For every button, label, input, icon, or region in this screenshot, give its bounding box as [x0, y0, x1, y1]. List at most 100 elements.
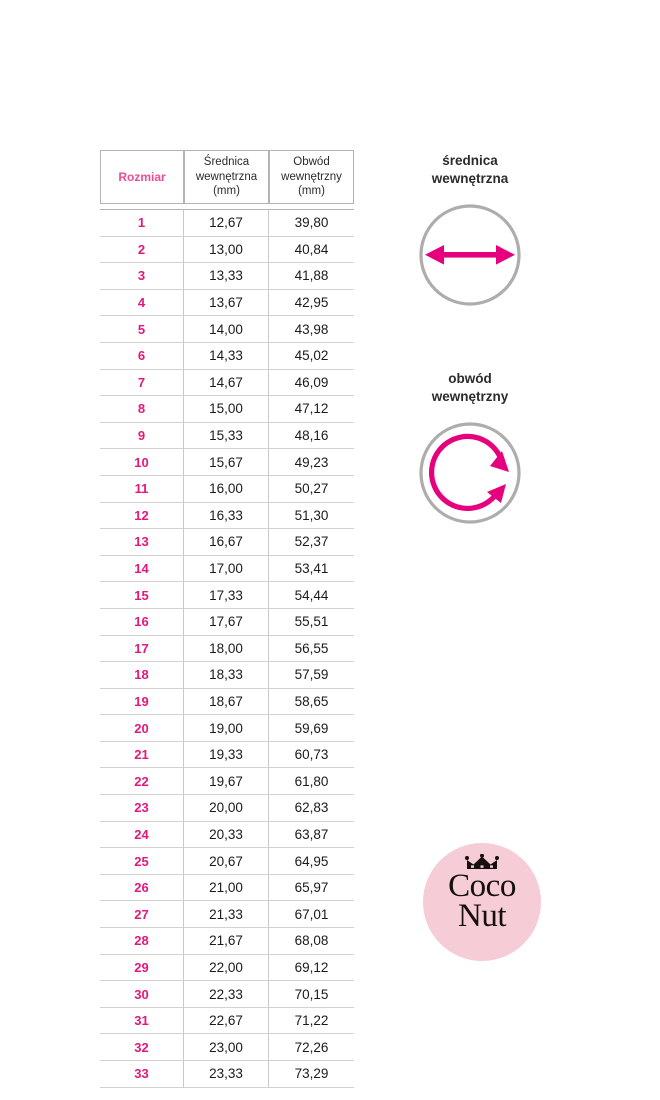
cell-inner-circumference: 51,30: [269, 502, 354, 530]
cell-size: 29: [100, 954, 184, 982]
column-header-size-label: Rozmiar: [118, 169, 166, 184]
cell-inner-diameter: 15,00: [184, 396, 269, 423]
table-row: 13 16,67 52,37: [100, 529, 354, 556]
cell-inner-diameter: 23,00: [184, 1034, 269, 1061]
table-row: 8 15,00 47,12: [100, 396, 354, 423]
cell-inner-diameter: 20,33: [184, 821, 269, 849]
cell-inner-circumference: 53,41: [269, 555, 354, 583]
column-header-inner-diameter-label: Średnica wewnętrzna: [195, 156, 258, 183]
cell-inner-circumference: 52,37: [269, 529, 354, 556]
cell-inner-circumference: 68,08: [269, 928, 354, 955]
cell-size: 6: [100, 342, 184, 370]
ring-size-table-container: Rozmiar Średnica wewnętrzna (mm) Obwód w…: [100, 150, 354, 1088]
table-row: 5 14,00 43,98: [100, 316, 354, 343]
cell-inner-circumference: 60,73: [269, 741, 354, 769]
cell-inner-diameter: 22,00: [184, 954, 269, 982]
cell-size: 20: [100, 715, 184, 742]
cell-size: 32: [100, 1034, 184, 1061]
table-header-row: Rozmiar Średnica wewnętrzna (mm) Obwód w…: [100, 150, 354, 204]
table-row: 27 21,33 67,01: [100, 901, 354, 929]
cell-size: 25: [100, 848, 184, 875]
cell-inner-diameter: 19,67: [184, 768, 269, 796]
cell-inner-diameter: 14,33: [184, 342, 269, 370]
cell-inner-diameter: 14,00: [184, 316, 269, 343]
cell-inner-diameter: 23,33: [184, 1061, 269, 1088]
table-row: 7 14,67 46,09: [100, 369, 354, 397]
cell-inner-diameter: 22,33: [184, 981, 269, 1008]
cell-inner-diameter: 16,00: [184, 475, 269, 503]
table-row: 2 13,00 40,84: [100, 236, 354, 264]
table-row: 26 21,00 65,97: [100, 874, 354, 902]
table-row: 22 19,67 61,80: [100, 768, 354, 796]
cell-inner-circumference: 56,55: [269, 635, 354, 663]
cell-size: 1: [100, 209, 184, 237]
table-row: 10 15,67 49,23: [100, 449, 354, 476]
brand-logo: Coco Nut: [423, 843, 541, 961]
table-row: 23 20,00 62,83: [100, 795, 354, 822]
cell-size: 24: [100, 821, 184, 849]
table-row: 32 23,00 72,26: [100, 1034, 354, 1061]
cell-inner-circumference: 62,83: [269, 795, 354, 822]
cell-inner-diameter: 16,33: [184, 502, 269, 530]
table-row: 6 14,33 45,02: [100, 342, 354, 370]
cell-inner-circumference: 55,51: [269, 608, 354, 636]
column-header-inner-diameter-unit: (mm): [213, 185, 240, 198]
diagram-inner-diameter: średnica wewnętrzna: [375, 152, 565, 308]
cell-size: 26: [100, 874, 184, 902]
diagram-inner-diameter-figure: [375, 202, 565, 308]
diagram-inner-circumference-figure: [375, 420, 565, 526]
cell-size: 12: [100, 502, 184, 530]
cell-inner-circumference: 43,98: [269, 316, 354, 343]
cell-inner-circumference: 54,44: [269, 582, 354, 609]
cell-size: 3: [100, 263, 184, 290]
cell-inner-diameter: 21,00: [184, 874, 269, 902]
logo-circle: Coco Nut: [423, 843, 541, 961]
cell-inner-circumference: 61,80: [269, 768, 354, 796]
cell-inner-diameter: 16,67: [184, 529, 269, 556]
cell-inner-diameter: 20,00: [184, 795, 269, 822]
table-row: 30 22,33 70,15: [100, 981, 354, 1008]
cell-size: 9: [100, 422, 184, 450]
cell-inner-diameter: 13,33: [184, 263, 269, 290]
table-row: 1 12,67 39,80: [100, 209, 354, 237]
cell-size: 8: [100, 396, 184, 423]
column-header-inner-circumference-label: Obwód wewnętrzny: [281, 156, 342, 183]
cell-inner-circumference: 49,23: [269, 449, 354, 476]
diagram-inner-diameter-label: średnica wewnętrzna: [431, 153, 509, 187]
cell-inner-circumference: 73,29: [269, 1061, 354, 1088]
cell-size: 33: [100, 1061, 184, 1088]
table-row: 4 13,67 42,95: [100, 289, 354, 317]
table-row: 14 17,00 53,41: [100, 555, 354, 583]
diagram-inner-circumference-label: obwód wewnętrzny: [431, 371, 509, 405]
logo-wordmark: Coco Nut: [423, 869, 541, 935]
cell-inner-diameter: 22,67: [184, 1007, 269, 1035]
cell-inner-circumference: 41,88: [269, 263, 354, 290]
cell-size: 15: [100, 582, 184, 609]
logo-word-nut: Nut: [458, 898, 507, 935]
cell-inner-circumference: 64,95: [269, 848, 354, 875]
table-row: 28 21,67 68,08: [100, 928, 354, 955]
cell-size: 30: [100, 981, 184, 1008]
double-arrow-horizontal-icon: [419, 204, 521, 307]
cell-inner-circumference: 71,22: [269, 1007, 354, 1035]
table-row: 21 19,33 60,73: [100, 741, 354, 769]
cell-inner-circumference: 58,65: [269, 688, 354, 716]
cell-inner-diameter: 17,33: [184, 582, 269, 609]
cell-inner-circumference: 72,26: [269, 1034, 354, 1061]
table-row: 18 18,33 57,59: [100, 662, 354, 689]
cell-inner-diameter: 21,33: [184, 901, 269, 929]
column-header-inner-circumference: Obwód wewnętrzny (mm): [269, 150, 354, 204]
cell-size: 28: [100, 928, 184, 955]
cell-inner-diameter: 21,67: [184, 928, 269, 955]
cell-size: 4: [100, 289, 184, 317]
cell-inner-circumference: 42,95: [269, 289, 354, 317]
column-header-inner-circumference-unit: (mm): [298, 185, 325, 198]
table-row: 31 22,67 71,22: [100, 1007, 354, 1035]
table-row: 12 16,33 51,30: [100, 502, 354, 530]
cell-size: 7: [100, 369, 184, 397]
cell-inner-diameter: 12,67: [184, 209, 269, 237]
cell-inner-circumference: 67,01: [269, 901, 354, 929]
cell-size: 5: [100, 316, 184, 343]
table-row: 9 15,33 48,16: [100, 422, 354, 450]
table-row: 33 23,33 73,29: [100, 1061, 354, 1088]
